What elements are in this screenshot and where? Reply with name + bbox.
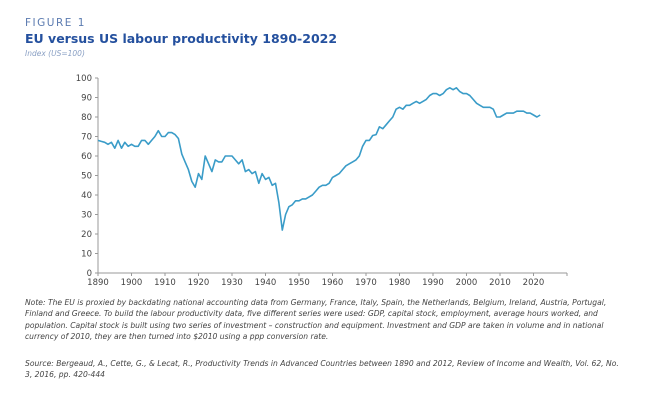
x-tick-label: 1950 bbox=[288, 278, 310, 288]
y-tick-label: 70 bbox=[81, 133, 92, 143]
x-tick-label: 2010 bbox=[489, 278, 511, 288]
chart-title: EU versus US labour productivity 1890-20… bbox=[25, 31, 338, 46]
series-line bbox=[97, 87, 541, 231]
figure-label: FIGURE 1 bbox=[25, 17, 86, 29]
x-tick-label: 1910 bbox=[154, 278, 176, 288]
x-tick-label: 2020 bbox=[523, 278, 545, 288]
y-tick-label: 90 bbox=[81, 94, 92, 104]
x-tick-label: 1940 bbox=[255, 278, 277, 288]
y-tick-label: 30 bbox=[81, 211, 92, 221]
y-tick-label: 50 bbox=[81, 172, 92, 182]
x-tick-label: 2000 bbox=[456, 278, 478, 288]
chart-note: Note: The EU is proxied by backdating na… bbox=[25, 298, 607, 341]
line-chart: 0 10 20 30 40 50 60 70 80 90 100 1890 1900 1910 1920 19… bbox=[76, 74, 568, 288]
x-tick-label: 1900 bbox=[121, 278, 143, 288]
x-tick-label: 1890 bbox=[87, 278, 109, 288]
y-tick-label: 20 bbox=[81, 230, 92, 240]
chart-source: Source: Bergeaud, A., Cette, G., & Lecat… bbox=[25, 359, 619, 380]
y-tick-label: 100 bbox=[76, 74, 92, 84]
x-tick-label: 1920 bbox=[188, 278, 210, 288]
x-tick-label: 1930 bbox=[221, 278, 243, 288]
x-tick-label: 1990 bbox=[422, 278, 444, 288]
x-tick-label: 1970 bbox=[355, 278, 377, 288]
x-tick-label: 1980 bbox=[389, 278, 411, 288]
y-tick-label: 0 bbox=[87, 269, 92, 279]
chart-subtitle: Index (US=100) bbox=[25, 49, 85, 58]
y-tick-label: 60 bbox=[81, 152, 92, 162]
y-tick-label: 80 bbox=[81, 113, 92, 123]
y-tick-label: 10 bbox=[81, 250, 92, 260]
y-tick-label: 40 bbox=[81, 191, 92, 201]
x-tick-label: 1960 bbox=[322, 278, 344, 288]
